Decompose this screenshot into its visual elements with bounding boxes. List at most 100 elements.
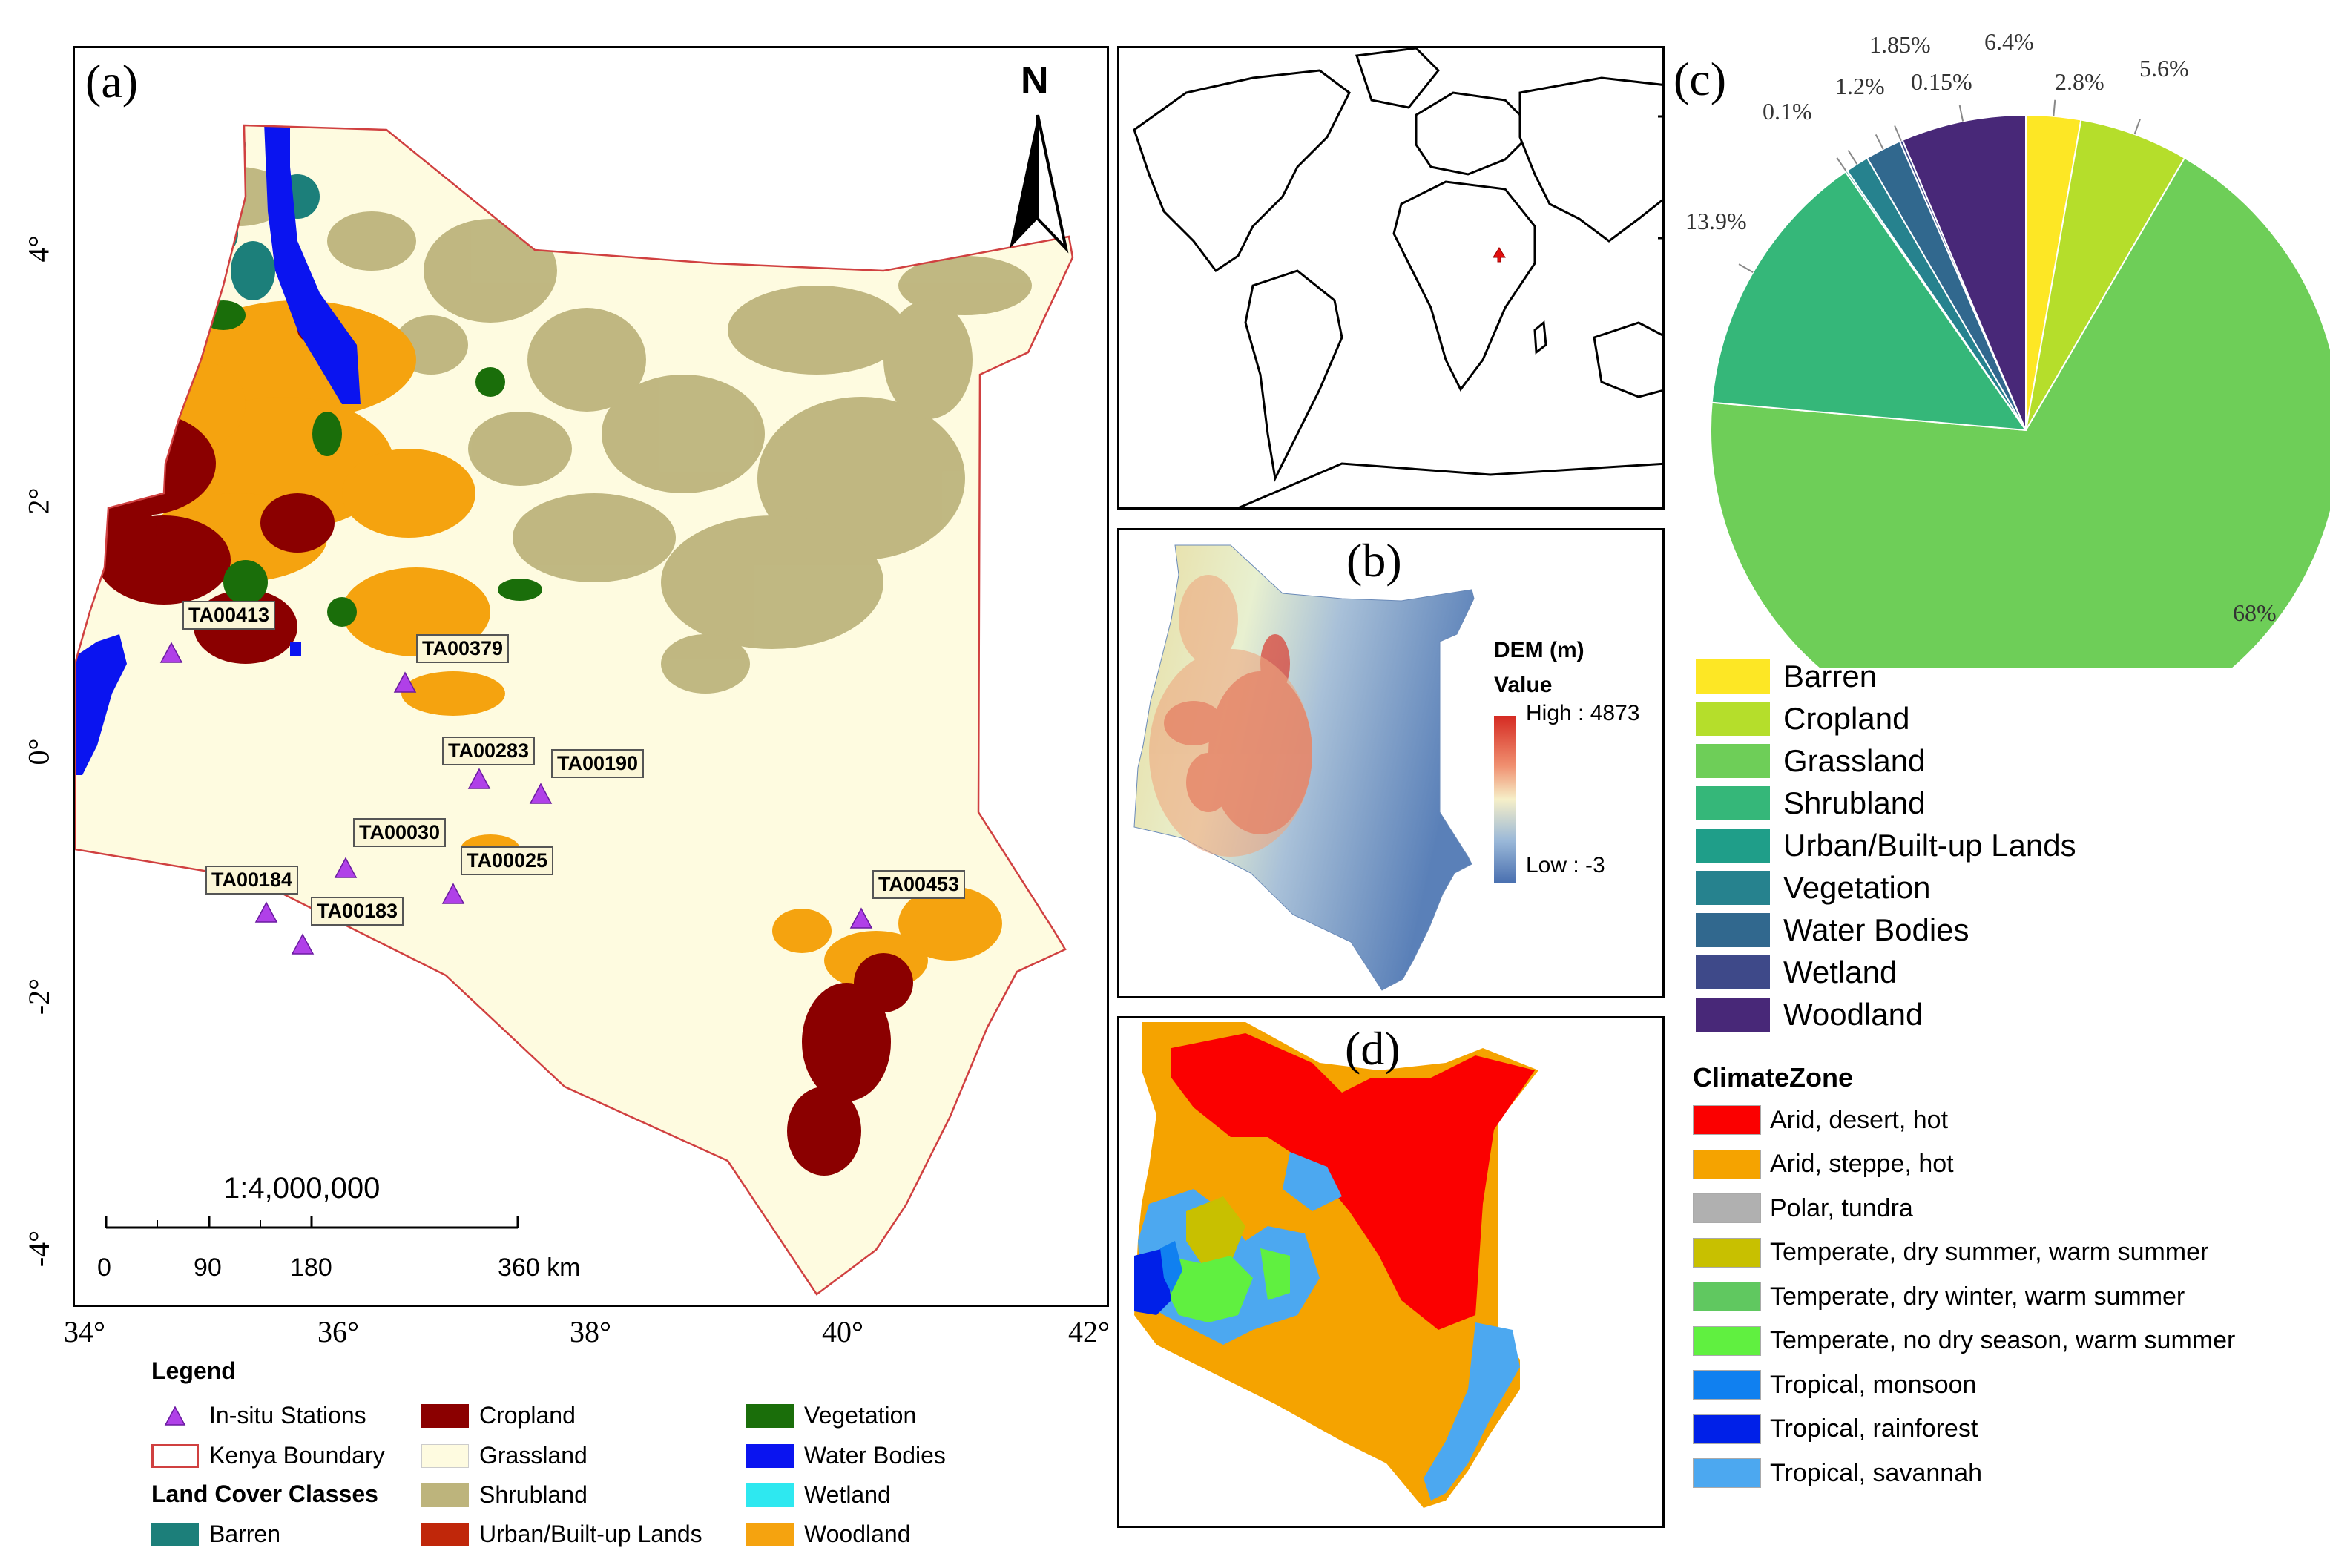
x-tick-34: 34°: [64, 1315, 105, 1348]
climate-legend-label: Arid, steppe, hot: [1770, 1150, 1954, 1178]
x-tick-42: 42°: [1068, 1315, 1110, 1348]
pie-leader-line: [1958, 105, 1964, 122]
legend-boundary-label: Kenya Boundary: [209, 1442, 385, 1469]
station-marker-icon: [441, 883, 465, 904]
dem-low-label: Low : -3: [1526, 853, 1605, 877]
pie-legend-item: Wetland: [1696, 955, 1897, 990]
pie-legend-swatch: [1696, 786, 1770, 820]
vegetation-swatch: [746, 1403, 794, 1428]
pie-leader-line: [1836, 157, 1847, 172]
legend-grassland-label: Grassland: [479, 1442, 588, 1469]
climate-legend-item: Tropical, rainforest: [1693, 1414, 1978, 1444]
climate-legend-label: Temperate, dry summer, warm summer: [1770, 1238, 2209, 1266]
legend-woodland: Woodland: [746, 1521, 911, 1548]
y-tick-minus2: -2°: [22, 978, 56, 1015]
pie-leader-line: [1847, 150, 1858, 165]
legend-water-label: Water Bodies: [804, 1442, 946, 1469]
legend-cropland-label: Cropland: [479, 1402, 576, 1429]
legend-title: Legend: [151, 1357, 236, 1384]
temperate-dry-summer-zone: [1186, 1196, 1245, 1263]
panel-a-label: (a): [85, 55, 139, 108]
station-label: TA00413: [182, 601, 276, 630]
legend-wetland-label: Wetland: [804, 1481, 891, 1508]
scalebar-tick-0: 0: [97, 1254, 111, 1282]
station-label: TA00025: [461, 846, 554, 875]
urban-swatch: [421, 1522, 469, 1546]
legend-woodland-label: Woodland: [804, 1521, 911, 1547]
tropical-rainforest-zone: [1134, 1248, 1171, 1315]
climate-legend-label: Polar, tundra: [1770, 1193, 1913, 1222]
climate-legend-title: ClimateZone: [1693, 1062, 1854, 1093]
station-label: TA00379: [416, 634, 510, 663]
woodland-swatch: [746, 1522, 794, 1546]
y-tick-minus4: -4°: [22, 1230, 56, 1268]
pct-label-urban: 0.1%: [1763, 98, 1812, 125]
climate-legend-item: Temperate, dry winter, warm summer: [1693, 1282, 2185, 1311]
pct-label-woodland: 6.4%: [1984, 28, 2034, 55]
climate-legend-label: Temperate, no dry season, warm summer: [1770, 1326, 2236, 1354]
world-map-svg: [1133, 48, 1662, 507]
pie-svg: [1710, 99, 2330, 668]
pie-legend-item: Vegetation: [1696, 870, 1931, 906]
station-label: TA00453: [872, 870, 966, 899]
pie-leader-line: [2053, 99, 2056, 116]
pct-label-vegetation: 1.2%: [1835, 73, 1885, 99]
pie-legend-item: Water Bodies: [1696, 912, 1969, 948]
pie-legend-swatch: [1696, 659, 1770, 694]
climate-legend-item: Temperate, no dry season, warm summer: [1693, 1325, 2236, 1356]
legend-boundary: Kenya Boundary: [151, 1442, 385, 1469]
pie-legend-label: Shrubland: [1783, 785, 1926, 820]
pie-leader-line: [1738, 263, 1754, 273]
pie-legend-swatch: [1696, 998, 1770, 1032]
dem-legend-title: DEM (m): [1494, 638, 1584, 662]
panel-a-landcover-map: (a) N 1:4,000,000 0 90 180 360 km TA0041…: [73, 46, 1109, 1307]
grassland-swatch: [421, 1443, 469, 1468]
kenya-boundary-outline: [75, 124, 1074, 1296]
pct-label-grassland: 68%: [2233, 599, 2277, 626]
station-marker-icon: [254, 901, 278, 923]
legend-barren-label: Barren: [209, 1521, 281, 1547]
pct-label-cropland: 5.6%: [2139, 55, 2189, 82]
arid-desert-zone: [1171, 1033, 1535, 1330]
climate-legend-swatch: [1693, 1458, 1761, 1488]
pie-legend-swatch: [1696, 955, 1770, 989]
scale-ratio: 1:4,000,000: [223, 1172, 381, 1205]
pie-slice-cropland: [2025, 119, 2186, 431]
scalebar-tick-3: 360 km: [498, 1254, 581, 1282]
wetland-swatch: [746, 1483, 794, 1507]
station-label: TA00184: [205, 866, 299, 895]
pie-legend-swatch: [1696, 702, 1770, 736]
climate-svg: [1134, 1022, 1538, 1508]
dem-svg: [1133, 544, 1516, 991]
climate-legend-item: Polar, tundra: [1693, 1193, 1913, 1223]
station-marker-icon: [849, 907, 873, 929]
legend-cropland: Cropland: [421, 1402, 576, 1429]
pct-label-wetland: 0.15%: [1911, 68, 1972, 95]
water-swatch: [746, 1443, 794, 1468]
legend-water: Water Bodies: [746, 1442, 946, 1469]
x-tick-36: 36°: [317, 1315, 359, 1348]
temperate-no-dry-season-zone: [1164, 1248, 1290, 1322]
climate-legend-swatch: [1693, 1237, 1761, 1268]
station-marker-icon: [291, 933, 315, 955]
x-tick-40: 40°: [822, 1315, 863, 1348]
legend-urban-label: Urban/Built-up Lands: [479, 1521, 702, 1547]
pie-legend-item: Shrubland: [1696, 785, 1925, 821]
legend-vegetation: Vegetation: [746, 1402, 916, 1429]
pie-leader-line: [1894, 125, 1902, 142]
climate-legend-swatch: [1693, 1414, 1761, 1444]
cropland-swatch: [421, 1403, 469, 1428]
station-label: TA00183: [311, 897, 404, 926]
station-marker-icon: [159, 642, 183, 663]
station-marker-icon: [529, 783, 553, 804]
pie-legend-swatch: [1696, 871, 1770, 905]
pie-legend-label: Urban/Built-up Lands: [1783, 828, 2076, 863]
shrubland-swatch: [421, 1483, 469, 1507]
pie-legend-label: Wetland: [1783, 955, 1898, 989]
climate-legend-label: Tropical, rainforest: [1770, 1414, 1978, 1443]
pie-legend-item: Cropland: [1696, 701, 1909, 737]
climate-legend-label: Temperate, dry winter, warm summer: [1770, 1282, 2185, 1311]
vegetation-patches: [201, 300, 542, 627]
station-label: TA00030: [353, 818, 447, 847]
legend-wetland: Wetland: [746, 1481, 891, 1509]
